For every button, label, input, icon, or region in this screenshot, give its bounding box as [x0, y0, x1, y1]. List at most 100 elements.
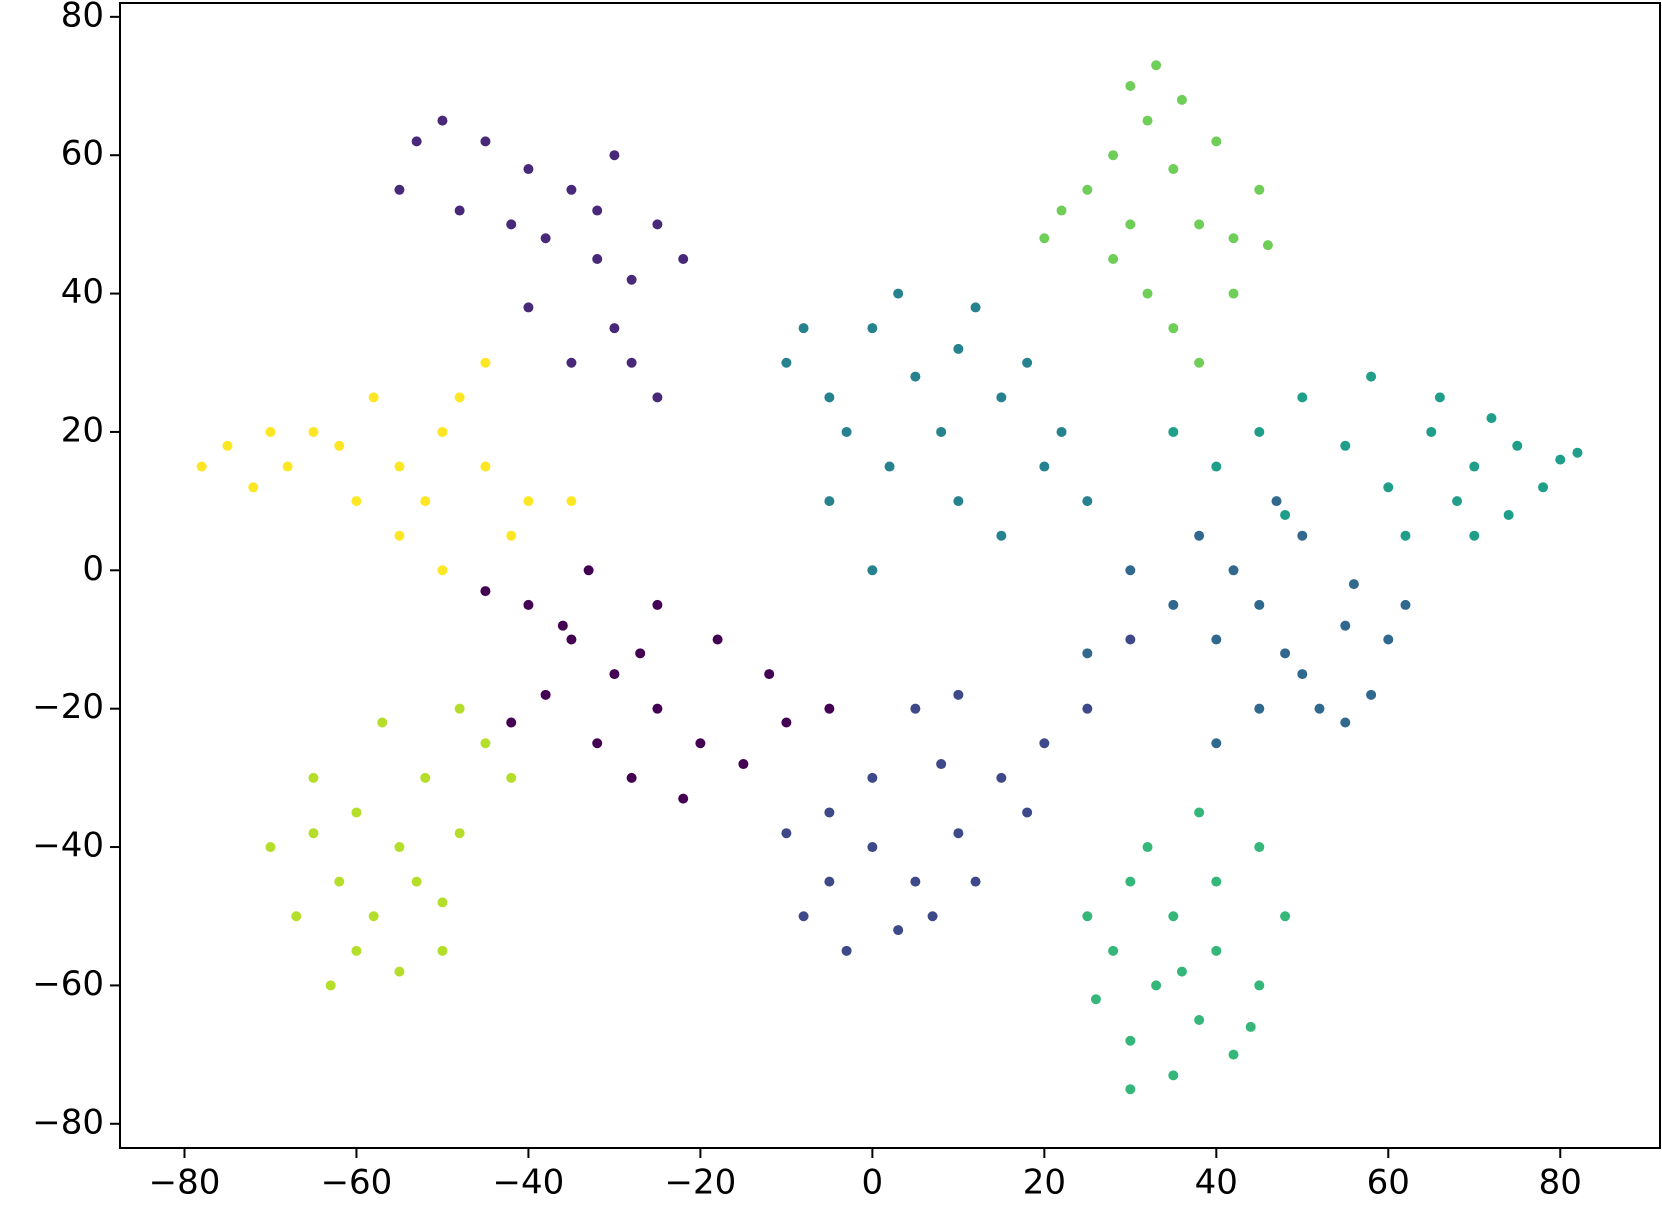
scatter-point — [540, 689, 551, 700]
scatter-point — [1022, 807, 1033, 818]
scatter-point — [712, 634, 723, 645]
scatter-point — [1486, 413, 1497, 424]
scatter-point — [652, 703, 663, 714]
scatter-point — [1254, 599, 1265, 610]
y-tick-label: 0 — [82, 549, 104, 589]
scatter-point — [1280, 648, 1291, 659]
scatter-point — [523, 599, 534, 610]
scatter-point — [592, 253, 603, 264]
scatter-point — [1211, 461, 1222, 472]
scatter-point — [1366, 689, 1377, 700]
scatter-point — [1211, 876, 1222, 887]
scatter-point — [970, 302, 981, 313]
y-tick-label: −80 — [32, 1102, 104, 1142]
scatter-point — [1125, 565, 1136, 576]
scatter-point — [910, 371, 921, 382]
scatter-point — [1176, 94, 1187, 105]
scatter-point — [265, 426, 276, 437]
scatter-point — [437, 115, 448, 126]
scatter-point — [1142, 288, 1153, 299]
scatter-point — [1254, 980, 1265, 991]
scatter-point — [884, 461, 895, 472]
scatter-point — [351, 807, 362, 818]
scatter-point — [1142, 115, 1153, 126]
scatter-point — [1056, 205, 1067, 216]
scatter-point — [824, 496, 835, 507]
x-tick-label: −80 — [149, 1163, 221, 1203]
scatter-point — [248, 482, 259, 493]
scatter-point — [1211, 634, 1222, 645]
scatter-point — [1168, 323, 1179, 334]
scatter-point — [635, 648, 646, 659]
scatter-point — [1108, 150, 1119, 161]
scatter-point — [1280, 911, 1291, 922]
scatter-point — [351, 945, 362, 956]
scatter-point — [824, 392, 835, 403]
scatter-point — [652, 219, 663, 230]
scatter-point — [1211, 136, 1222, 147]
scatter-point — [1022, 357, 1033, 368]
scatter-point — [325, 980, 336, 991]
scatter-point — [506, 219, 517, 230]
scatter-point — [678, 793, 689, 804]
scatter-point — [841, 426, 852, 437]
scatter-point — [867, 842, 878, 853]
scatter-point — [1194, 357, 1205, 368]
scatter-point — [506, 772, 517, 783]
scatter-point — [1228, 288, 1239, 299]
scatter-point — [394, 966, 405, 977]
scatter-point — [437, 565, 448, 576]
x-tick-label: 40 — [1195, 1163, 1238, 1203]
scatter-point — [764, 669, 775, 680]
scatter-point — [308, 426, 319, 437]
scatter-point — [893, 288, 904, 299]
scatter-point — [282, 461, 293, 472]
scatter-point — [841, 945, 852, 956]
scatter-point — [1512, 440, 1523, 451]
scatter-point — [1314, 703, 1325, 714]
scatter-point — [1297, 669, 1308, 680]
scatter-point — [1039, 461, 1050, 472]
scatter-point — [781, 717, 792, 728]
scatter-point — [1383, 634, 1394, 645]
scatter-point — [996, 772, 1007, 783]
scatter-point — [523, 496, 534, 507]
scatter-point — [411, 136, 422, 147]
y-tick-label: −40 — [32, 826, 104, 866]
scatter-point — [953, 689, 964, 700]
scatter-point — [1176, 966, 1187, 977]
scatter-point — [583, 565, 594, 576]
scatter-point — [910, 703, 921, 714]
scatter-point — [953, 828, 964, 839]
scatter-point — [970, 876, 981, 887]
scatter-point — [652, 392, 663, 403]
scatter-point — [557, 620, 568, 631]
scatter-point — [222, 440, 233, 451]
scatter-point — [1503, 509, 1514, 520]
scatter-point — [678, 253, 689, 264]
scatter-point — [1168, 426, 1179, 437]
scatter-point — [996, 392, 1007, 403]
y-tick-label: −60 — [32, 964, 104, 1004]
scatter-point — [1452, 496, 1463, 507]
scatter-point — [1142, 842, 1153, 853]
y-tick-label: −20 — [32, 687, 104, 727]
scatter-point — [420, 772, 431, 783]
scatter-point — [1434, 392, 1445, 403]
scatter-point — [953, 496, 964, 507]
scatter-point — [1211, 738, 1222, 749]
scatter-point — [1151, 60, 1162, 71]
scatter-point — [1348, 579, 1359, 590]
scatter-point — [523, 302, 534, 313]
scatter-point — [1228, 565, 1239, 576]
scatter-point — [927, 911, 938, 922]
scatter-point — [566, 496, 577, 507]
scatter-point — [781, 828, 792, 839]
scatter-point — [824, 807, 835, 818]
y-tick-label: 60 — [61, 134, 104, 174]
scatter-point — [936, 426, 947, 437]
scatter-point — [1125, 219, 1136, 230]
scatter-point — [1125, 1084, 1136, 1095]
scatter-point — [867, 323, 878, 334]
